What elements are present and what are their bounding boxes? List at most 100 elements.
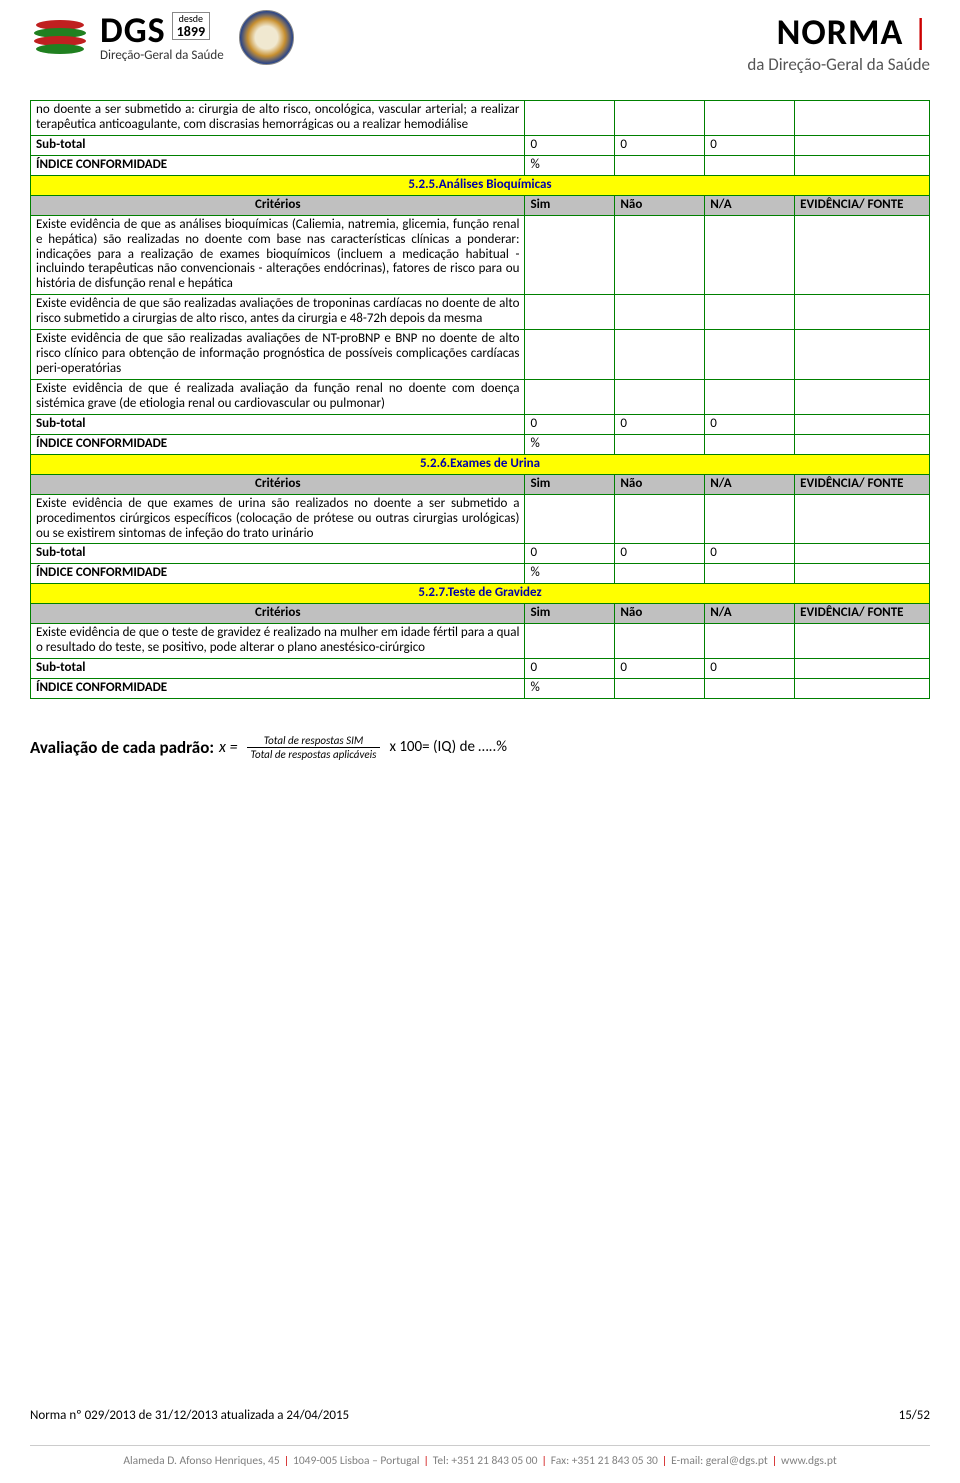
table-cell	[795, 564, 930, 584]
separator-icon: |	[662, 1454, 667, 1468]
table-cell: 0	[525, 659, 615, 679]
table-cell	[795, 380, 930, 415]
formula-rest: x 100= (IQ) de …..%	[389, 738, 507, 756]
table-cell	[705, 295, 795, 330]
indice-label: ÍNDICE CONFORMIDADE	[31, 434, 525, 454]
table-cell: 0	[705, 135, 795, 155]
page-footer: Norma nº 029/2013 de 31/12/2013 atualiza…	[30, 1408, 930, 1423]
dgs-subtitle: Direção-Geral da Saúde	[100, 48, 224, 63]
table-cell	[615, 295, 705, 330]
col-criterios: Critérios	[31, 195, 525, 215]
table-cell	[795, 659, 930, 679]
table-cell: 0	[525, 544, 615, 564]
separator-icon: |	[284, 1454, 289, 1468]
norma-title-text: NORMA	[777, 10, 904, 54]
indice-label: ÍNDICE CONFORMIDADE	[31, 155, 525, 175]
formula-label: Avaliação de cada padrão:	[30, 737, 214, 758]
table-cell	[525, 624, 615, 659]
col-nao: Não	[615, 195, 705, 215]
criterion-cell: Existe evidência de que as análises bioq…	[31, 215, 525, 295]
table-cell	[525, 380, 615, 415]
address-part: www.dgs.pt	[781, 1454, 837, 1468]
col-evidencia: EVIDÊNCIA/ FONTE	[795, 604, 930, 624]
address-part: Alameda D. Afonso Henriques, 45	[123, 1454, 279, 1468]
section-title: 5.2.7.Teste de Gravidez	[31, 584, 930, 604]
norma-bar-icon: |	[912, 10, 930, 54]
norma-title: NORMA |	[747, 10, 930, 54]
col-evidencia: EVIDÊNCIA/ FONTE	[795, 474, 930, 494]
table-cell	[615, 380, 705, 415]
header-right: NORMA | da Direção-Geral da Saúde	[747, 10, 930, 75]
table-cell: 0	[615, 135, 705, 155]
table-cell: 0	[615, 414, 705, 434]
table-cell: 0	[615, 544, 705, 564]
table-cell	[705, 434, 795, 454]
table-cell	[615, 679, 705, 699]
col-sim: Sim	[525, 604, 615, 624]
table-cell: %	[525, 679, 615, 699]
col-criterios: Critérios	[31, 604, 525, 624]
section-title: 5.2.6.Exames de Urina	[31, 454, 930, 474]
table-cell	[795, 295, 930, 330]
subtotal-label: Sub-total	[31, 414, 525, 434]
subtotal-label: Sub-total	[31, 659, 525, 679]
separator-icon: |	[541, 1454, 546, 1468]
criterion-cell: Existe evidência de que são realizadas a…	[31, 295, 525, 330]
table-cell	[795, 624, 930, 659]
table-cell: 0	[705, 414, 795, 434]
table-cell	[795, 544, 930, 564]
col-criterios: Critérios	[31, 474, 525, 494]
section-title: 5.2.5.Análises Bioquímicas	[31, 175, 930, 195]
table-cell	[525, 295, 615, 330]
table-cell	[705, 101, 795, 136]
subtotal-label: Sub-total	[31, 544, 525, 564]
col-nao: Não	[615, 474, 705, 494]
table-cell	[795, 101, 930, 136]
footer-page-number: 15/52	[899, 1408, 930, 1423]
table-cell	[615, 155, 705, 175]
page-header: DGS desde 1899 Direção-Geral da Saúde NO…	[30, 10, 930, 75]
formula-fraction: Total de respostas SIM Total de resposta…	[247, 734, 381, 761]
table-cell: %	[525, 564, 615, 584]
col-na: N/A	[705, 195, 795, 215]
table-cell	[795, 215, 930, 295]
dgs-swirl-icon	[30, 13, 90, 63]
table-cell	[795, 434, 930, 454]
table-cell: 0	[705, 659, 795, 679]
table-cell	[705, 215, 795, 295]
indice-label: ÍNDICE CONFORMIDADE	[31, 564, 525, 584]
table-cell	[525, 494, 615, 544]
table-cell	[525, 101, 615, 136]
table-cell	[615, 624, 705, 659]
table-cell	[795, 155, 930, 175]
criterion-cell: Existe evidência de que é realizada aval…	[31, 380, 525, 415]
table-cell: 0	[615, 659, 705, 679]
table-cell	[795, 330, 930, 380]
table-cell	[615, 101, 705, 136]
table-cell: 0	[525, 135, 615, 155]
header-left: DGS desde 1899 Direção-Geral da Saúde	[30, 10, 294, 65]
col-evidencia: EVIDÊNCIA/ FONTE	[795, 195, 930, 215]
table-cell	[705, 679, 795, 699]
indice-label: ÍNDICE CONFORMIDADE	[31, 679, 525, 699]
table-cell	[705, 380, 795, 415]
formula-denominator: Total de respostas aplicáveis	[247, 748, 381, 761]
dgs-year: 1899	[177, 23, 205, 40]
table-cell	[615, 215, 705, 295]
table-cell	[615, 494, 705, 544]
criterion-cell: Existe evidência de que o teste de gravi…	[31, 624, 525, 659]
col-nao: Não	[615, 604, 705, 624]
formula-x-eq: x =	[219, 738, 238, 757]
audit-table: no doente a ser submetido a: cirurgia de…	[30, 100, 930, 699]
table-cell	[705, 330, 795, 380]
footer-address: Alameda D. Afonso Henriques, 45|1049-005…	[30, 1445, 930, 1468]
table-cell	[795, 679, 930, 699]
table-cell	[705, 564, 795, 584]
table-cell: 0	[705, 544, 795, 564]
medical-seal-icon	[239, 10, 294, 65]
subtotal-label: Sub-total	[31, 135, 525, 155]
formula-numerator: Total de respostas SIM	[247, 734, 381, 748]
separator-icon: |	[772, 1454, 777, 1468]
col-na: N/A	[705, 604, 795, 624]
table-cell	[795, 135, 930, 155]
